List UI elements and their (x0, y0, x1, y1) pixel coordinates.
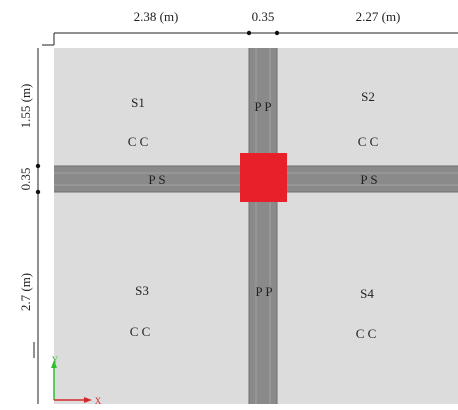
dim-top-left: 2.38 (m) (134, 9, 179, 24)
top-dimension-line (42, 30, 458, 46)
slab-s1-name: S1 (131, 95, 145, 110)
slab-s3-name: S3 (135, 283, 149, 298)
vertical-beam (248, 48, 278, 404)
beam-label-horizontal-left: P S (148, 172, 165, 187)
slab-s2-code: C C (358, 134, 379, 149)
slab-s2-name: S2 (361, 89, 375, 104)
beam-label-horizontal-right: P S (360, 172, 377, 187)
dim-top-right: 2.27 (m) (356, 9, 401, 24)
slab-s4-code: C C (356, 326, 377, 341)
slab-s4-name: S4 (360, 286, 374, 301)
column (240, 153, 287, 202)
slab-s1-code: C C (128, 134, 149, 149)
dim-left-middle: 0.35 (18, 168, 33, 191)
dim-top-middle: 0.35 (252, 9, 275, 24)
left-dimension-line (35, 48, 41, 404)
beam-label-vertical-bottom: P P (255, 284, 272, 299)
axis-label-y: Y (52, 355, 59, 365)
axis-indicator (51, 360, 92, 403)
slab-s3-code: C C (130, 324, 151, 339)
dim-left-top: 1.55 (m) (18, 84, 33, 129)
axis-label-x: X (95, 396, 102, 406)
beam-label-vertical-top: P P (254, 99, 271, 114)
dim-left-bottom: 2.7 (m) (18, 273, 33, 311)
